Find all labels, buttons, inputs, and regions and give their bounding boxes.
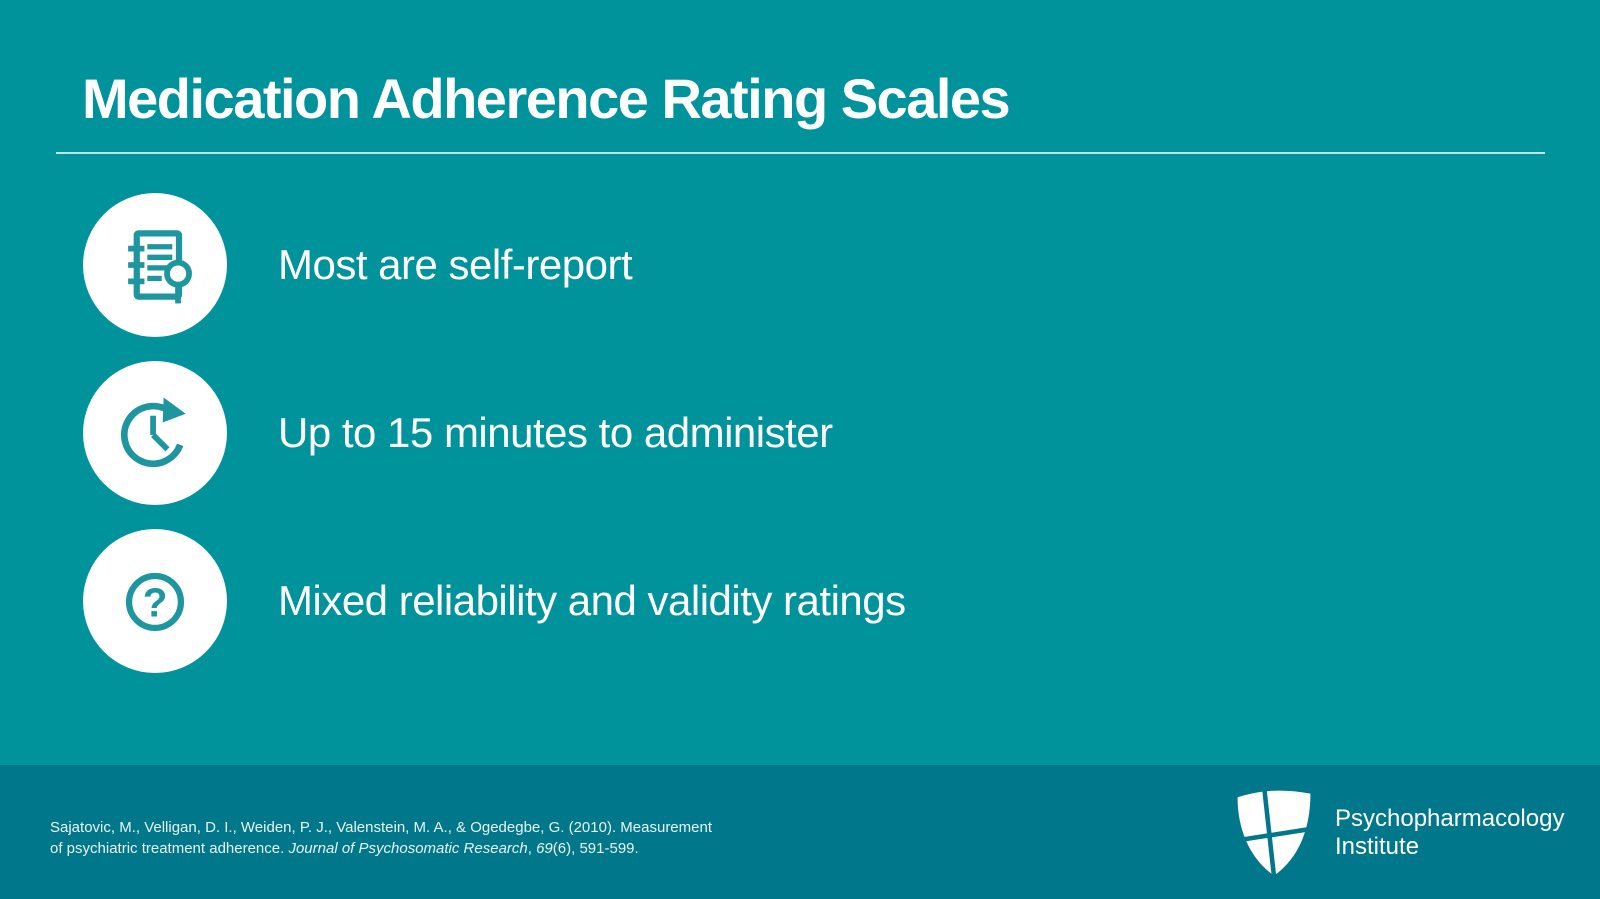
citation-suffix: (6), 591-599. (552, 840, 639, 857)
logo-text-line2: Institute (1335, 833, 1420, 860)
bullet-text: Most are self-report (278, 241, 633, 288)
question-mark-icon: ? (83, 529, 227, 673)
page-title: Medication Adherence Rating Scales (82, 67, 1011, 130)
bullet-row-administer-time: Up to 15 minutes to administer (83, 361, 833, 505)
citation-line1: Sajatovic, M., Velligan, D. I., Weiden, … (50, 819, 712, 836)
bullet-row-self-report: Most are self-report (83, 193, 633, 337)
question-glyph: ? (143, 579, 168, 625)
citation-line2-prefix: of psychiatric treatment adherence. (50, 840, 289, 857)
clock-history-icon (83, 361, 227, 505)
citation-volume: 69 (536, 840, 553, 857)
logo-text-line1: Psychopharmacology (1335, 805, 1565, 832)
title-divider (56, 152, 1545, 154)
citation-separator: , (527, 840, 537, 857)
footer-bar: Sajatovic, M., Velligan, D. I., Weiden, … (0, 765, 1600, 899)
bullet-text: Mixed reliability and validity ratings (278, 577, 906, 624)
institute-logo: Psychopharmacology Institute (1233, 785, 1564, 877)
logo-text: Psychopharmacology Institute (1335, 805, 1564, 861)
notes-magnifier-icon (83, 193, 227, 337)
bullet-row-reliability: ? Mixed reliability and validity ratings (83, 529, 906, 673)
bullet-text: Up to 15 minutes to administer (278, 409, 833, 456)
shield-icon (1233, 785, 1315, 877)
citation: Sajatovic, M., Velligan, D. I., Weiden, … (50, 817, 712, 859)
citation-journal: Journal of Psychosomatic Research (288, 840, 528, 857)
